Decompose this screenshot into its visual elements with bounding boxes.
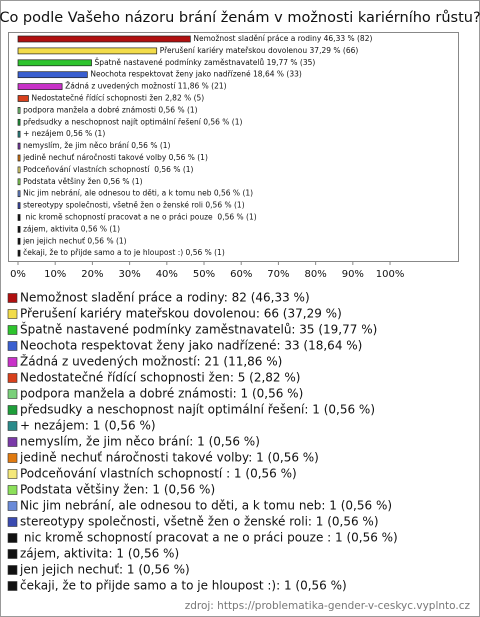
bar xyxy=(17,130,21,138)
legend-label: Nemožnost sladění práce a rodiny: 82 (46… xyxy=(20,291,310,305)
bar-label: Žádná z uvedených možností 11,86 % (21) xyxy=(65,82,227,91)
plot-border xyxy=(8,32,459,262)
x-tick-label: 40% xyxy=(156,269,178,280)
legend-swatch xyxy=(7,437,18,447)
bar-label: jedině nechuť náročnosti takové volby 0,… xyxy=(22,153,208,162)
bar-label: Neochota respektovat ženy jako nadřízené… xyxy=(90,70,302,79)
legend-label: jen jejich nechuť: 1 (0,56 %) xyxy=(19,563,190,577)
bar xyxy=(17,142,21,150)
legend-swatch xyxy=(7,533,18,543)
bar-label: zájem, aktivita 0,56 % (1) xyxy=(23,224,120,233)
bar-label: Podstata většiny žen 0,56 % (1) xyxy=(23,177,143,186)
legend-swatch xyxy=(7,453,18,463)
legend-swatch xyxy=(7,501,18,511)
bar-label: Nemožnost sladění práce a rodiny 46,33 %… xyxy=(193,34,372,43)
bar-label: Přerušení kariéry mateřskou dovolenou 37… xyxy=(160,46,359,55)
x-tick-label: 0% xyxy=(10,269,26,280)
bar-label: + nezájem 0,56 % (1) xyxy=(23,129,105,138)
bar xyxy=(17,59,92,67)
bar-label: Podceňování vlastních schopností 0,56 % … xyxy=(23,165,193,174)
bar-label: Nedostatečné řídící schopnosti žen 2,82 … xyxy=(31,94,204,103)
bar-label: čekaji, že to přijde samo a to je hloupo… xyxy=(23,248,225,257)
legend-swatch xyxy=(7,485,18,495)
legend-swatch xyxy=(7,581,18,591)
legend-swatch xyxy=(7,517,18,527)
chart-title: Co podle Vašeho názoru brání ženám v mož… xyxy=(0,10,480,26)
bar xyxy=(17,35,191,43)
legend-label: Špatně nastavené podmínky zaměstnavatelů… xyxy=(20,322,377,337)
bar xyxy=(17,71,88,79)
legend-swatch xyxy=(7,421,18,431)
x-tick-label: 50% xyxy=(193,269,215,280)
bar-label: nemyslím, že jim něco brání 0,56 % (1) xyxy=(23,141,170,150)
bar-label: Nic jim nebrání, ale odnesou to děti, a … xyxy=(23,189,253,198)
legend-label: Neochota respektovat ženy jako nadřízené… xyxy=(20,339,362,353)
bar xyxy=(17,95,29,102)
legend-swatch xyxy=(7,325,18,335)
legend-swatch xyxy=(7,549,18,559)
legend-label: Podceňování vlastních schopností : 1 (0,… xyxy=(20,467,297,481)
bar-label: jen jejich nechuť 0,56 % (1) xyxy=(22,236,127,245)
legend-label: + nezájem: 1 (0,56 %) xyxy=(20,419,156,433)
bar xyxy=(17,226,21,233)
x-tick-label: 70% xyxy=(267,269,289,280)
legend-swatch xyxy=(7,293,18,303)
legend-swatch xyxy=(7,405,18,415)
legend-label: podpora manžela a dobré známosti: 1 (0,5… xyxy=(20,387,303,401)
bar xyxy=(17,166,21,174)
bar-label: nic kromě schopností pracovat a ne o prá… xyxy=(23,213,257,222)
legend-label: Přerušení kariéry mateřskou dovolenou: 6… xyxy=(20,307,342,321)
bar xyxy=(17,237,21,245)
bar-label: předsudky a neschopnost najít optimální … xyxy=(23,117,242,126)
legend-swatch xyxy=(7,309,18,319)
x-tick-label: 100% xyxy=(376,269,405,280)
legend-swatch xyxy=(7,341,18,351)
bar xyxy=(17,178,21,186)
legend-label: čekaji, že to přijde samo a to je hloupo… xyxy=(20,579,347,593)
bar xyxy=(17,249,21,257)
bar xyxy=(17,214,21,221)
bar xyxy=(17,83,63,90)
legend-label: stereotypy společnosti, všetně žen o žen… xyxy=(20,515,379,529)
legend-label: Žádná z uvedených možností: 21 (11,86 %) xyxy=(20,354,282,369)
bar xyxy=(17,118,21,126)
legend-swatch xyxy=(7,389,18,399)
bar xyxy=(17,47,158,55)
legend-label: Podstata většiny žen: 1 (0,56 %) xyxy=(20,483,215,497)
legend-swatch xyxy=(7,373,18,383)
legend-label: jedině nechuť náročnosti takové volby: 1… xyxy=(19,451,319,465)
legend-swatch xyxy=(7,565,18,575)
bar xyxy=(17,107,21,114)
legend-label: nemyslím, že jim něco brání: 1 (0,56 %) xyxy=(20,435,260,449)
bar xyxy=(17,202,21,209)
x-tick-label: 10% xyxy=(44,269,66,280)
legend-label: Nedostatečné řídící schopnosti žen: 5 (2… xyxy=(20,371,300,385)
legend-swatch xyxy=(7,469,18,479)
bar xyxy=(17,190,21,198)
legend-label: Nic jim nebrání, ale odnesou to děti, a … xyxy=(20,499,392,513)
legend-label: zájem, aktivita: 1 (0,56 %) xyxy=(20,547,179,561)
x-tick-label: 30% xyxy=(118,269,140,280)
x-tick-label: 80% xyxy=(305,269,327,280)
x-tick-label: 60% xyxy=(230,269,252,280)
legend-label: nic kromě schopností pracovat a ne o prá… xyxy=(20,531,398,545)
source: zdroj: https://problematika-gender-v-ces… xyxy=(185,600,471,612)
bar-label: Špatně nastavené podmínky zaměstnavatelů… xyxy=(95,58,316,67)
bar xyxy=(17,154,21,162)
x-tick-label: 20% xyxy=(81,269,103,280)
bar-label: stereotypy společnosti, všetně žen o žen… xyxy=(23,201,245,210)
legend-label: předsudky a neschopnost najít optimální … xyxy=(20,403,375,417)
x-tick-label: 90% xyxy=(342,269,364,280)
bar-label: podpora manžela a dobré známosti 0,56 % … xyxy=(23,105,198,114)
legend-swatch xyxy=(7,357,18,367)
